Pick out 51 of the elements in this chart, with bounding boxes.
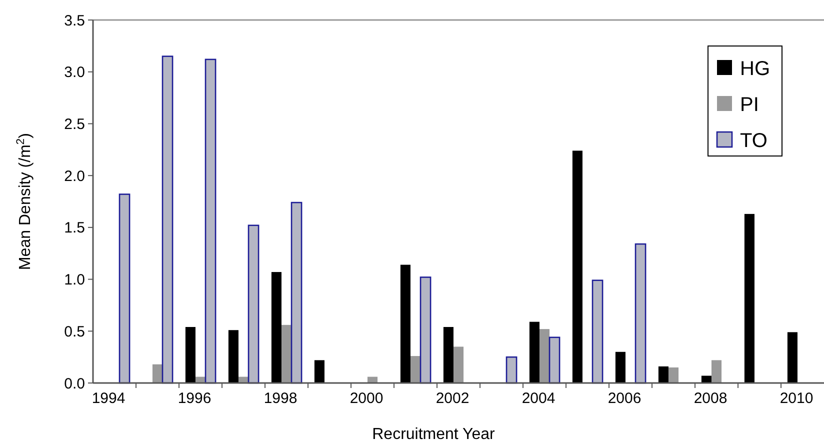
y-tick-label: 2.5 xyxy=(64,116,85,133)
y-tick-label: 1.0 xyxy=(64,272,85,289)
x-tick-label: 2008 xyxy=(694,390,728,407)
bar xyxy=(118,194,130,384)
legend-label: TO xyxy=(740,130,768,152)
x-tick-label: 2000 xyxy=(350,390,384,407)
bar xyxy=(658,366,668,383)
bar xyxy=(548,336,560,384)
bar xyxy=(162,56,174,384)
y-tick-label: 1.5 xyxy=(64,220,85,237)
bar xyxy=(228,330,238,383)
bar xyxy=(152,364,163,383)
x-tick-label: 2004 xyxy=(522,390,556,407)
bar xyxy=(744,214,754,383)
bar xyxy=(592,280,604,384)
bar xyxy=(185,326,196,383)
x-axis-title: Recruitment Year xyxy=(372,426,496,443)
bar xyxy=(290,202,302,384)
bar xyxy=(634,243,646,384)
x-tick-label: 2010 xyxy=(780,390,814,407)
x-tick-label: 1998 xyxy=(264,390,298,407)
bar xyxy=(615,352,626,383)
bar xyxy=(529,322,540,383)
bar xyxy=(420,276,432,384)
bar xyxy=(453,346,464,383)
bar xyxy=(506,356,518,384)
bar xyxy=(787,332,798,383)
bar xyxy=(539,329,550,383)
x-tick-label: 1994 xyxy=(92,390,126,407)
bar xyxy=(204,58,216,384)
y-tick-label: 0.5 xyxy=(64,323,85,340)
bar xyxy=(271,272,282,383)
x-tick-label: 2006 xyxy=(608,390,642,407)
bar xyxy=(711,360,722,383)
bar xyxy=(410,356,421,383)
y-tick-label: 3.0 xyxy=(64,64,85,82)
bar xyxy=(248,224,260,384)
bar xyxy=(400,264,410,383)
bar xyxy=(281,324,292,383)
bar xyxy=(668,367,679,383)
x-tick-label: 2002 xyxy=(436,390,470,407)
y-tick-label: 3.5 xyxy=(64,12,85,30)
bar xyxy=(701,376,712,383)
bar xyxy=(314,360,324,383)
x-tick-label: 1996 xyxy=(178,390,212,407)
y-tick-label: 0.0 xyxy=(64,375,85,392)
legend-label: HG xyxy=(740,58,770,80)
bar xyxy=(572,150,582,383)
legend-label: PI xyxy=(740,94,759,116)
bar xyxy=(443,326,454,383)
y-tick-label: 2.0 xyxy=(64,168,85,185)
